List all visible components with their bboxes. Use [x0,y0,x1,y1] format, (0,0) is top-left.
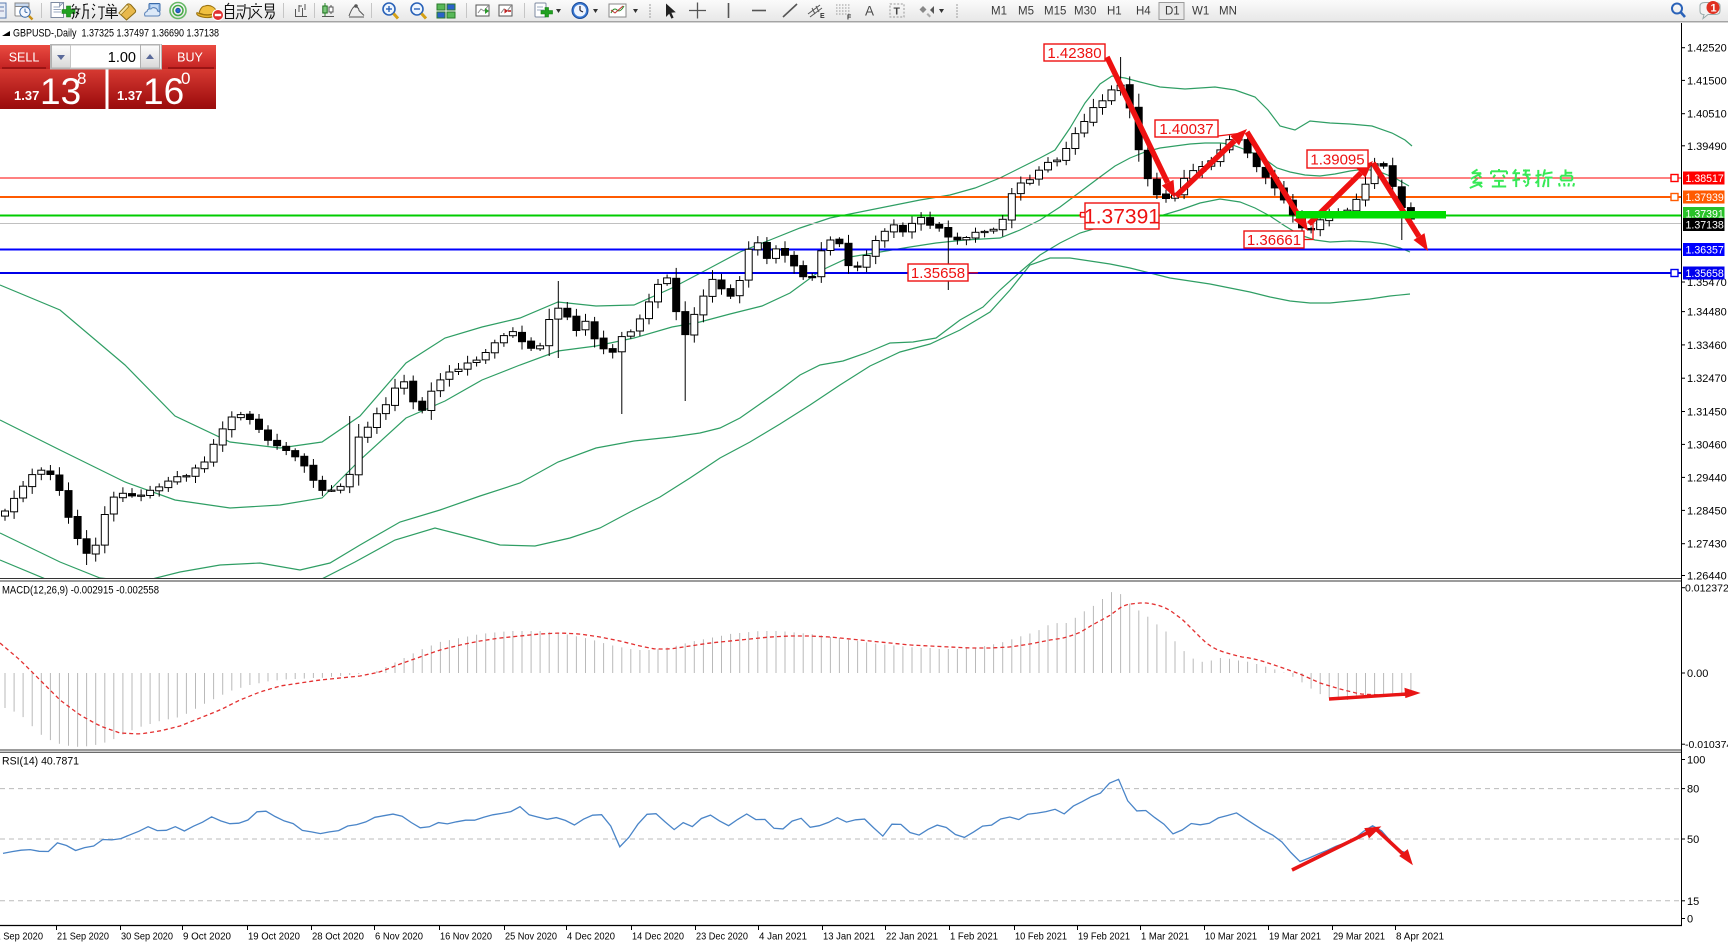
svg-text:M5: M5 [1018,6,1034,18]
svg-text:9 Oct 2020: 9 Oct 2020 [183,932,231,943]
svg-text:30 Sep 2020: 30 Sep 2020 [121,932,173,943]
svg-text:16: 16 [143,71,184,110]
svg-text:1.42520: 1.42520 [1687,43,1727,55]
svg-text:D1: D1 [1165,6,1180,18]
svg-text:MACD(12,26,9) -0.002915 -0.002: MACD(12,26,9) -0.002915 -0.002558 [2,585,159,597]
svg-text:SELL: SELL [9,51,40,65]
svg-text:GBPUSD-,Daily 1.37325 1.37497: GBPUSD-,Daily 1.37325 1.37497 1.36690 1.… [13,28,219,40]
svg-text:28 Oct 2020: 28 Oct 2020 [312,932,364,943]
svg-text:50: 50 [1687,834,1699,846]
svg-text:1.29440: 1.29440 [1687,472,1727,484]
svg-text:1.40037: 1.40037 [1159,121,1213,138]
svg-text:1.30460: 1.30460 [1687,439,1727,451]
svg-text:1: 1 [1711,3,1717,15]
svg-text:13: 13 [40,71,81,110]
svg-text:19 Feb 2021: 19 Feb 2021 [1078,932,1130,943]
svg-text:H1: H1 [1107,6,1122,18]
svg-text:1.28450: 1.28450 [1687,505,1727,517]
svg-text:W1: W1 [1192,6,1209,18]
svg-text:10 Feb 2021: 10 Feb 2021 [1015,932,1067,943]
svg-text:1.31450: 1.31450 [1687,407,1727,419]
svg-text:1.35658: 1.35658 [1686,268,1724,280]
svg-text:M15: M15 [1044,6,1066,18]
svg-text:19 Oct 2020: 19 Oct 2020 [248,932,300,943]
svg-text:21 Sep 2020: 21 Sep 2020 [57,932,109,943]
svg-text:F: F [847,15,852,22]
svg-text:E: E [820,13,825,20]
svg-text:-0.010374: -0.010374 [1685,739,1728,751]
svg-text:4 Jan 2021: 4 Jan 2021 [759,932,807,943]
svg-text:RSI(14) 40.7871: RSI(14) 40.7871 [2,756,79,768]
svg-text:1 Feb 2021: 1 Feb 2021 [950,932,998,943]
svg-text:1.35470: 1.35470 [1687,277,1727,289]
svg-text:1.34480: 1.34480 [1687,307,1727,319]
svg-text:1.41500: 1.41500 [1687,75,1727,87]
svg-text:100: 100 [1687,755,1705,767]
svg-text:1.37939: 1.37939 [1686,192,1724,204]
svg-text:1.37138: 1.37138 [1686,220,1724,232]
svg-text:1.00: 1.00 [108,50,136,66]
svg-text:8: 8 [77,69,86,88]
svg-text:BUY: BUY [177,51,203,65]
svg-text:22 Jan 2021: 22 Jan 2021 [886,932,938,943]
svg-text:0.012372: 0.012372 [1685,583,1728,595]
svg-text:1.33460: 1.33460 [1687,340,1727,352]
svg-text:15: 15 [1687,896,1699,908]
svg-text:11 Sep 2020: 11 Sep 2020 [0,932,43,943]
svg-text:1.38517: 1.38517 [1686,173,1724,185]
svg-text:1.42380: 1.42380 [1047,45,1101,62]
svg-text:19 Mar 2021: 19 Mar 2021 [1269,932,1321,943]
svg-text:1.36357: 1.36357 [1686,245,1724,257]
svg-text:M30: M30 [1074,6,1096,18]
svg-text:16 Nov 2020: 16 Nov 2020 [440,932,492,943]
svg-text:6 Nov 2020: 6 Nov 2020 [375,932,423,943]
svg-text:4 Dec 2020: 4 Dec 2020 [567,932,615,943]
svg-text:1.37391: 1.37391 [1686,209,1724,221]
svg-text:1.37: 1.37 [117,88,142,103]
svg-text:1.40510: 1.40510 [1687,109,1727,121]
svg-text:MN: MN [1219,6,1237,18]
svg-text:1.36661: 1.36661 [1247,232,1301,249]
svg-text:1.37: 1.37 [14,88,39,103]
svg-text:1 Mar 2021: 1 Mar 2021 [1141,932,1189,943]
svg-text:10 Mar 2021: 10 Mar 2021 [1205,932,1257,943]
svg-text:29 Mar 2021: 29 Mar 2021 [1333,932,1385,943]
svg-text:0: 0 [1687,914,1693,926]
svg-text:25 Nov 2020: 25 Nov 2020 [505,932,557,943]
svg-text:T: T [894,6,901,18]
svg-text:1.26440: 1.26440 [1687,571,1727,583]
svg-text:8 Apr 2021: 8 Apr 2021 [1396,932,1444,943]
svg-text:A: A [865,4,874,19]
svg-text:M1: M1 [991,6,1007,18]
svg-text:1.39095: 1.39095 [1310,151,1364,168]
svg-text:1.39490: 1.39490 [1687,141,1727,153]
svg-text:0: 0 [181,69,190,88]
svg-text:23 Dec 2020: 23 Dec 2020 [696,932,748,943]
svg-text:13 Jan 2021: 13 Jan 2021 [823,932,875,943]
svg-text:1.37391: 1.37391 [1084,206,1160,229]
svg-text:H4: H4 [1136,6,1151,18]
svg-text:0.00: 0.00 [1687,668,1708,680]
svg-text:14 Dec 2020: 14 Dec 2020 [632,932,684,943]
svg-text:1.35658: 1.35658 [911,265,965,282]
svg-text:1.32470: 1.32470 [1687,373,1727,385]
svg-text:80: 80 [1687,784,1699,796]
svg-text:1.27430: 1.27430 [1687,539,1727,551]
